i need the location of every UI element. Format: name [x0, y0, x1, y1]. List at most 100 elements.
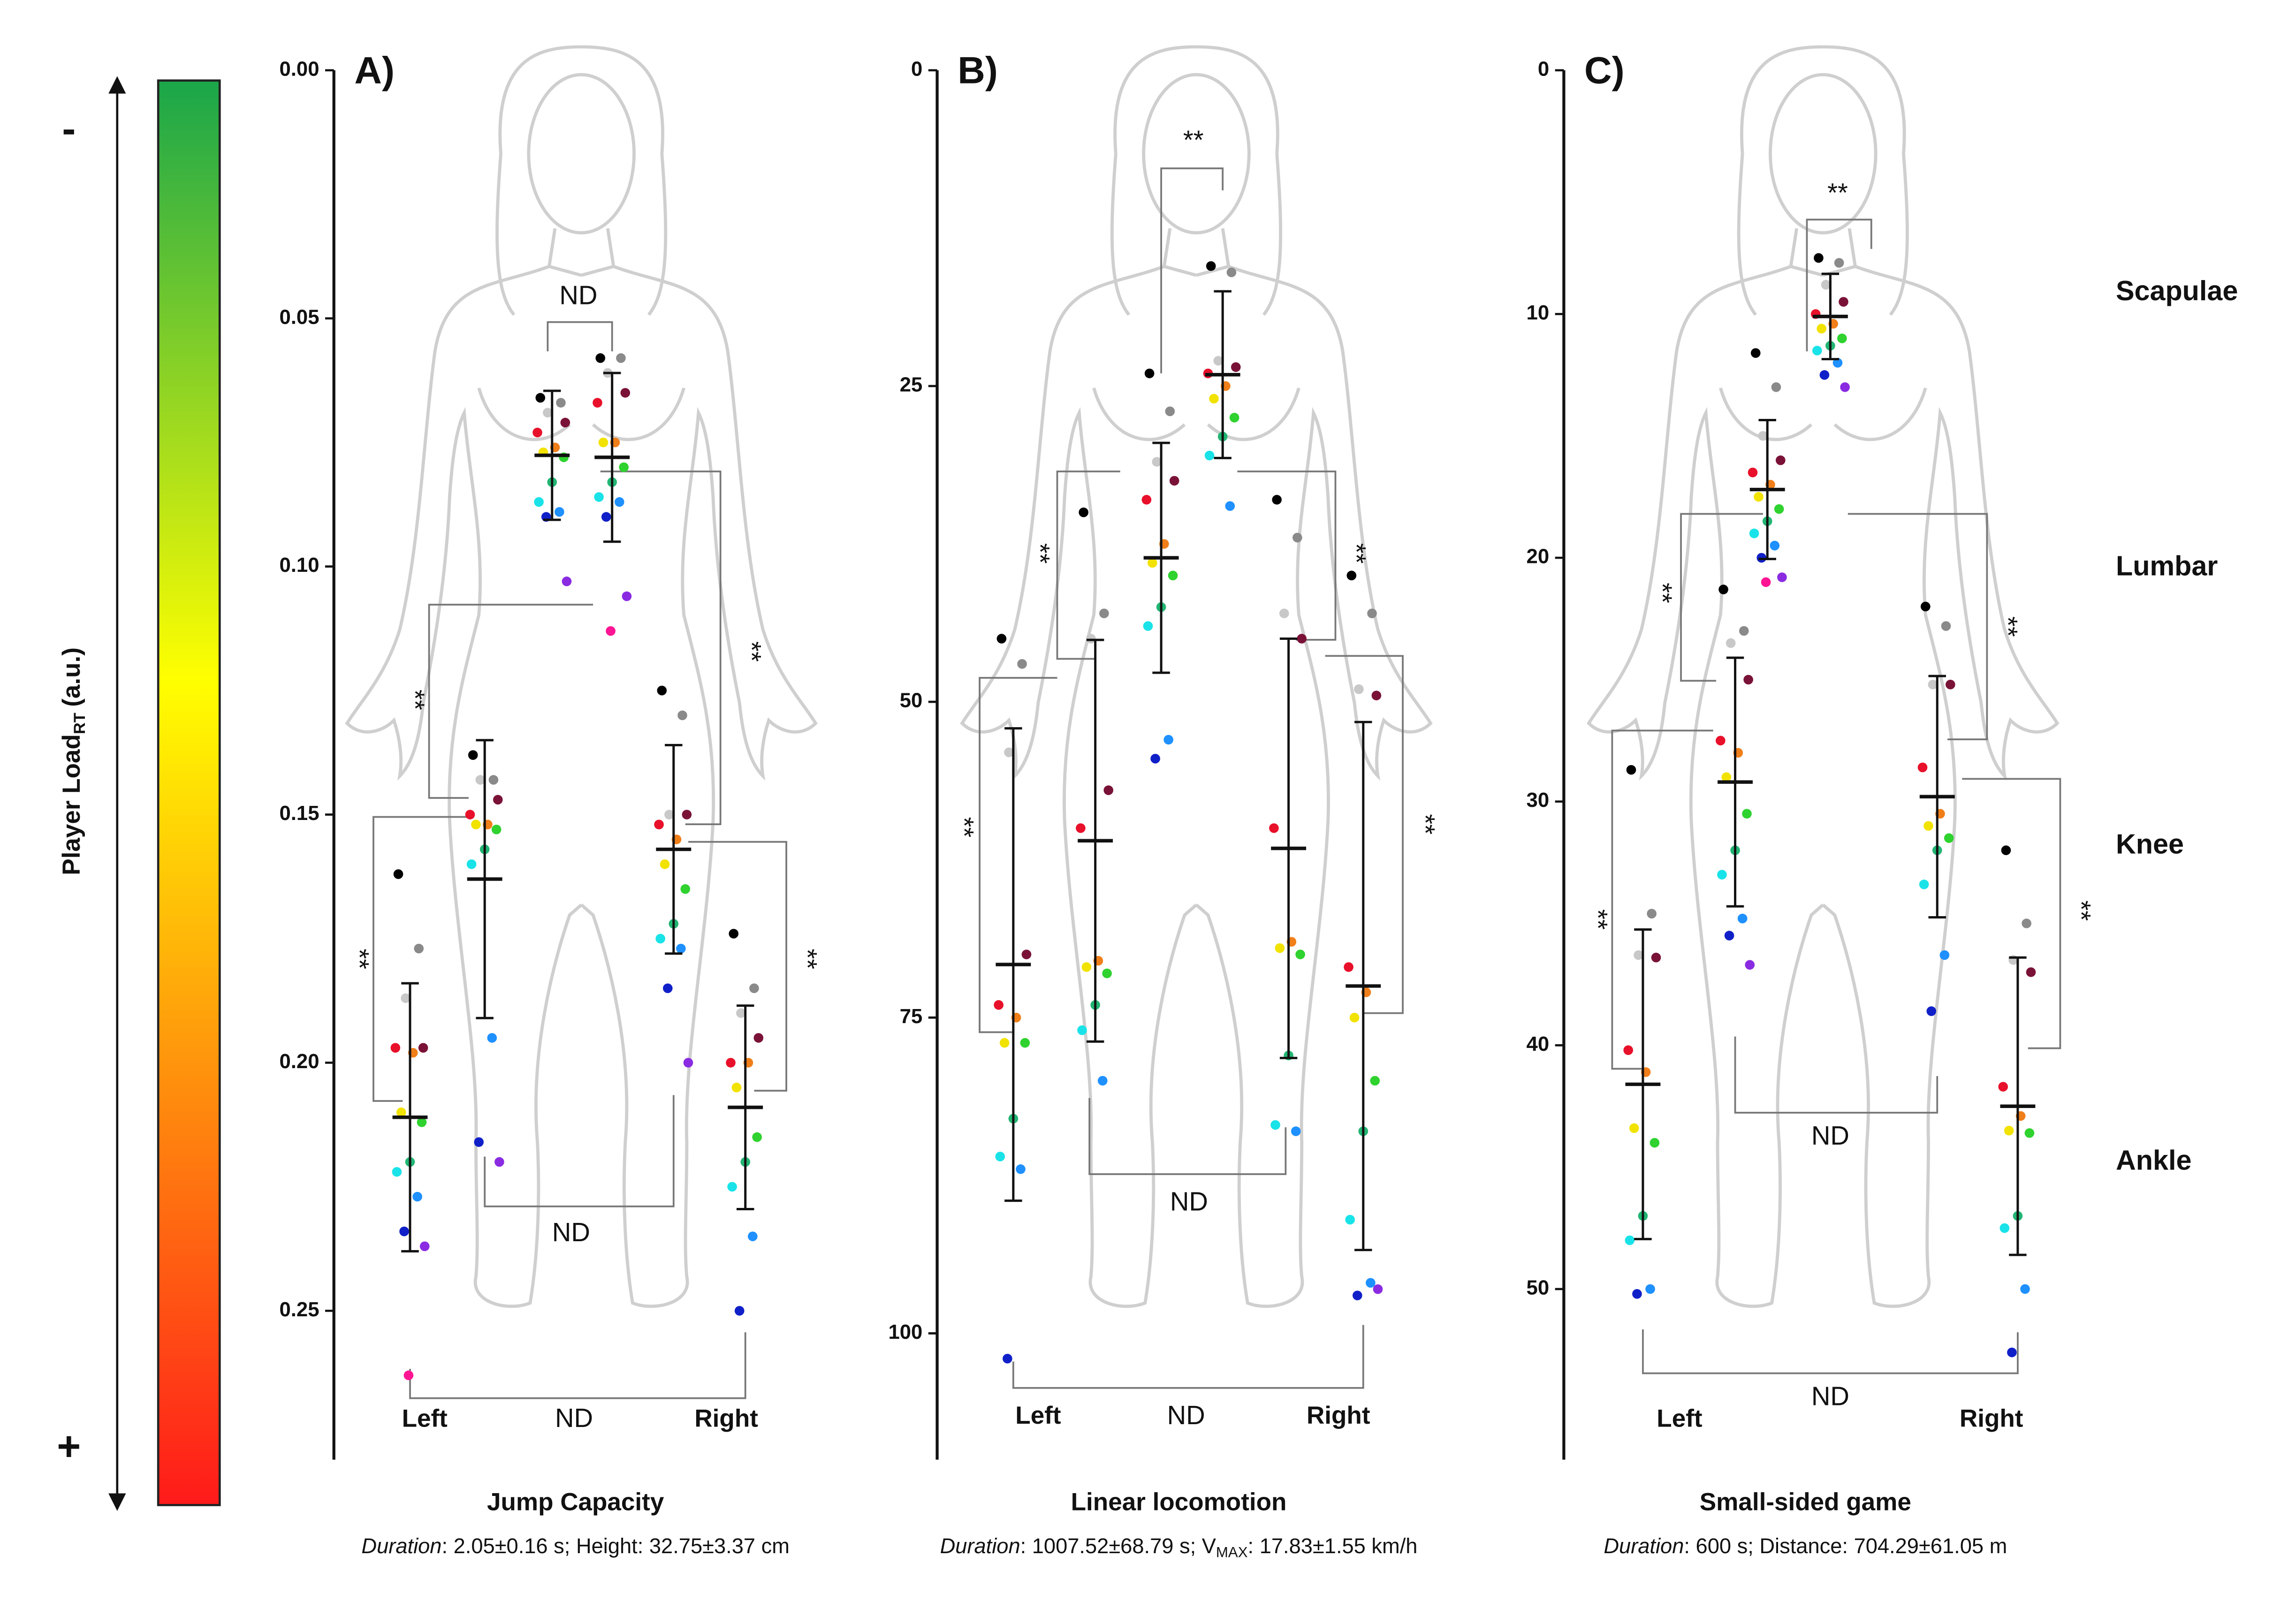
data-point: [657, 685, 667, 696]
data-point: [736, 1008, 746, 1018]
data-point: [1923, 821, 1933, 831]
caption-part: MAX: [1216, 1544, 1248, 1561]
data-point: [748, 1231, 758, 1241]
data-point: [1944, 833, 1954, 843]
data-point: [731, 1083, 742, 1093]
data-point: [995, 1152, 1005, 1161]
data-point: [1919, 880, 1929, 889]
data-point: [1344, 962, 1353, 972]
y-axis-label: Player LoadRT (a.u.): [58, 647, 89, 875]
data-point: [465, 810, 475, 820]
data-point: [560, 417, 570, 428]
y-tick-label: 0: [1538, 57, 1549, 80]
data-point: [749, 983, 759, 994]
data-point: [1345, 1214, 1355, 1225]
data-point: [1272, 494, 1282, 505]
data-point: [2001, 845, 2011, 855]
data-point: [1291, 1126, 1301, 1136]
y-tick-label: 0.00: [279, 57, 319, 80]
data-point: [2026, 967, 2036, 977]
data-point: [1629, 1123, 1639, 1133]
region-label: Scapulae: [2116, 275, 2238, 306]
data-point: [1817, 324, 1826, 334]
region-label: Ankle: [2116, 1145, 2191, 1176]
data-point: [727, 1182, 737, 1192]
y-tick-label: 0.25: [279, 1298, 319, 1321]
annotation: **: [345, 949, 374, 969]
data-point: [1076, 823, 1086, 833]
data-point: [601, 512, 611, 522]
data-point: [1840, 382, 1850, 392]
data-point: [556, 398, 566, 408]
data-point: [1143, 621, 1153, 631]
data-point: [729, 929, 739, 939]
data-point: [1371, 691, 1382, 700]
data-point: [2020, 1284, 2030, 1294]
data-point: [466, 859, 477, 869]
data-point: [615, 497, 624, 507]
data-point: [726, 1058, 736, 1068]
data-point: [1163, 735, 1173, 745]
data-point: [488, 775, 499, 785]
comparison-bracket: [979, 677, 1057, 1033]
data-point: [2022, 918, 2031, 928]
comparison-bracket: [547, 321, 613, 352]
caption-part: Duration: [361, 1534, 441, 1558]
data-point: [683, 1058, 693, 1068]
data-point: [1758, 431, 1768, 441]
data-point: [1750, 348, 1761, 358]
data-point: [620, 388, 631, 398]
y-tick-label: 0.15: [279, 802, 319, 825]
data-point: [1939, 950, 1950, 960]
data-point: [1834, 258, 1844, 268]
data-point: [1625, 1235, 1635, 1245]
data-point: [664, 810, 674, 820]
data-point: [1168, 570, 1178, 581]
data-point: [1226, 267, 1237, 277]
data-point: [1020, 1038, 1030, 1048]
side-label: Left: [402, 1404, 448, 1432]
comparison-bracket: [409, 1332, 746, 1399]
comparison-bracket: [428, 604, 593, 799]
data-point: [598, 437, 608, 448]
caption: Duration: 1007.52±68.79 s; VMAX: 17.83±1…: [940, 1534, 1418, 1561]
data-point: [1165, 406, 1175, 417]
data-point: [1743, 675, 1753, 685]
data-point: [399, 1226, 409, 1237]
data-point: [1225, 501, 1235, 511]
annotation: ND: [555, 1403, 593, 1433]
data-point: [1003, 1353, 1012, 1364]
panel-title: A): [354, 49, 395, 91]
caption: Duration: 2.05±0.16 s; Height: 32.75±3.3…: [361, 1534, 789, 1558]
data-point: [1754, 492, 1764, 502]
data-point: [1745, 960, 1755, 970]
data-point: [1737, 913, 1748, 924]
data-point: [562, 577, 572, 586]
data-point: [1353, 1290, 1362, 1300]
data-point: [654, 820, 664, 829]
annotation: ND: [559, 280, 597, 310]
data-point: [532, 427, 542, 438]
data-point: [1775, 455, 1786, 465]
data-point: [1721, 772, 1732, 782]
data-point: [1998, 1082, 2008, 1092]
data-point: [1716, 736, 1726, 746]
annotation: **: [400, 690, 430, 710]
data-point: [619, 462, 629, 472]
panel: 0 10 20 30 40 50 C) Small-sided game Duration: 6…: [1527, 49, 2097, 1557]
annotation: **: [1583, 909, 1613, 930]
data-point: [1819, 370, 1830, 380]
data-point: [487, 1033, 497, 1043]
data-point: [677, 710, 687, 721]
data-point: [493, 795, 503, 805]
axis-label-main: Player Load: [58, 734, 85, 875]
data-point: [1021, 949, 1032, 959]
data-point: [1081, 962, 1092, 972]
data-point: [1152, 457, 1162, 467]
side-label: Right: [694, 1404, 758, 1432]
annotation: ND: [552, 1217, 590, 1247]
data-point: [419, 1241, 430, 1252]
data-point: [682, 810, 692, 820]
body-silhouettes: [347, 47, 2057, 1306]
